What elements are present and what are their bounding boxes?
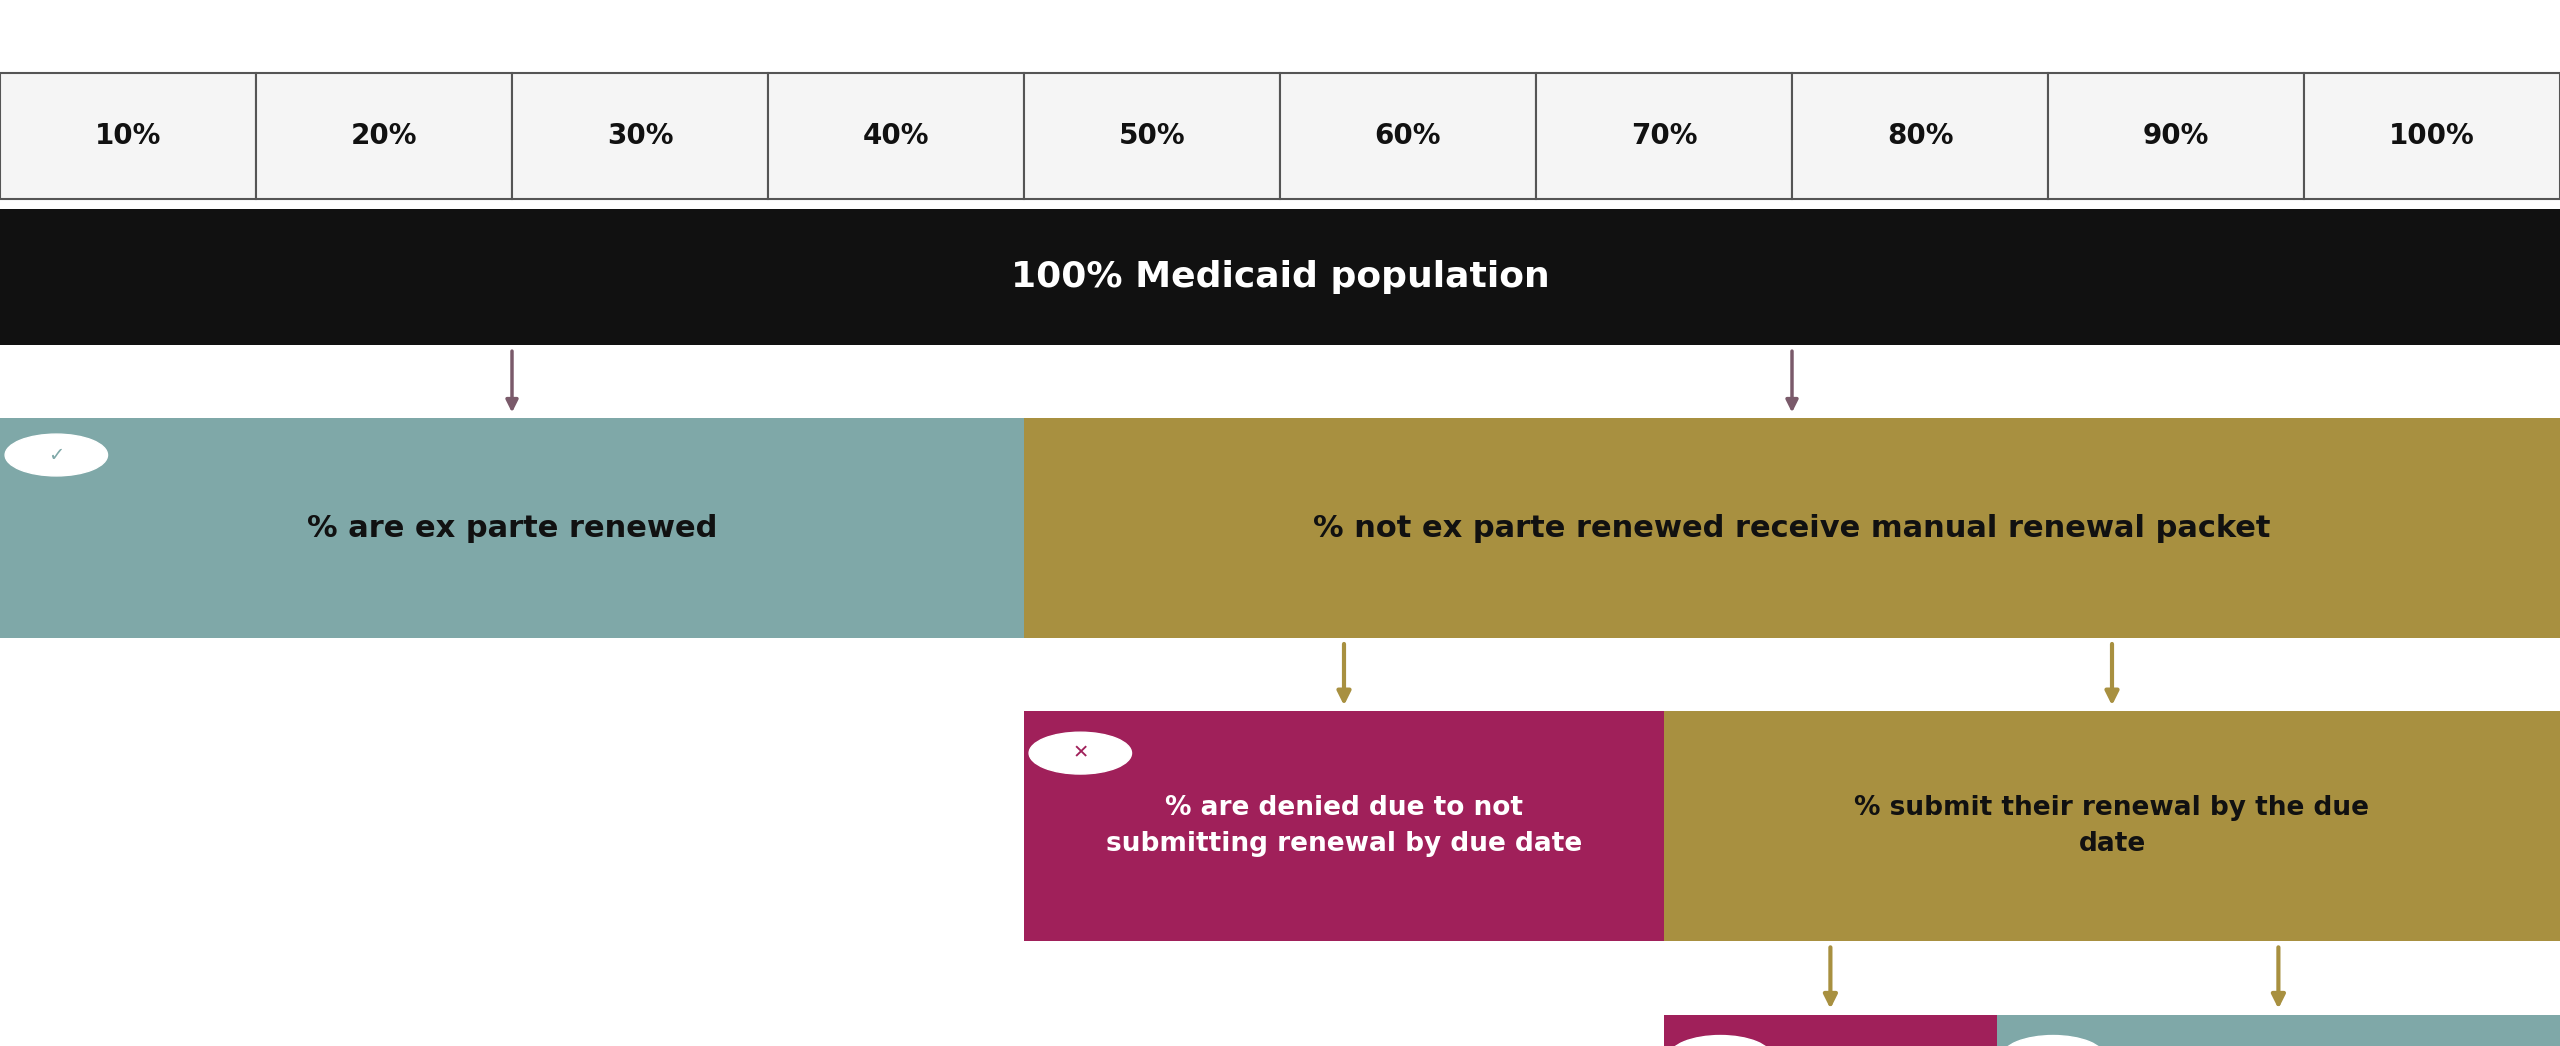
- Circle shape: [2002, 1036, 2104, 1046]
- FancyBboxPatch shape: [2048, 73, 2304, 199]
- FancyBboxPatch shape: [1024, 73, 1280, 199]
- FancyBboxPatch shape: [0, 73, 256, 199]
- FancyBboxPatch shape: [1024, 711, 1664, 941]
- FancyBboxPatch shape: [1997, 1015, 2560, 1046]
- Text: 80%: 80%: [1887, 122, 1953, 150]
- Text: % not ex parte renewed receive manual renewal packet: % not ex parte renewed receive manual re…: [1313, 514, 2271, 543]
- FancyBboxPatch shape: [0, 209, 2560, 345]
- Circle shape: [1669, 1036, 1772, 1046]
- Text: % are denied due to not
submitting renewal by due date: % are denied due to not submitting renew…: [1106, 795, 1582, 858]
- FancyBboxPatch shape: [1664, 1015, 1997, 1046]
- Text: 60%: 60%: [1375, 122, 1441, 150]
- FancyBboxPatch shape: [512, 73, 768, 199]
- Text: 20%: 20%: [351, 122, 417, 150]
- Text: 100%: 100%: [2388, 122, 2476, 150]
- Circle shape: [5, 434, 108, 476]
- FancyBboxPatch shape: [1664, 711, 2560, 941]
- FancyBboxPatch shape: [1792, 73, 2048, 199]
- FancyBboxPatch shape: [0, 418, 1024, 638]
- FancyBboxPatch shape: [1536, 73, 1792, 199]
- Circle shape: [1029, 732, 1132, 774]
- FancyBboxPatch shape: [256, 73, 512, 199]
- Text: 10%: 10%: [95, 122, 161, 150]
- FancyBboxPatch shape: [1280, 73, 1536, 199]
- Text: % are ex parte renewed: % are ex parte renewed: [307, 514, 717, 543]
- Text: ✓: ✓: [49, 446, 64, 464]
- Text: 90%: 90%: [2143, 122, 2209, 150]
- Text: 50%: 50%: [1119, 122, 1185, 150]
- Text: % submit their renewal by the due
date: % submit their renewal by the due date: [1853, 795, 2371, 858]
- Text: 30%: 30%: [607, 122, 673, 150]
- Text: 70%: 70%: [1631, 122, 1697, 150]
- FancyBboxPatch shape: [1024, 418, 2560, 638]
- FancyBboxPatch shape: [2304, 73, 2560, 199]
- Text: 100% Medicaid population: 100% Medicaid population: [1011, 260, 1549, 294]
- Text: 40%: 40%: [863, 122, 929, 150]
- FancyBboxPatch shape: [768, 73, 1024, 199]
- Text: ✕: ✕: [1073, 744, 1088, 763]
